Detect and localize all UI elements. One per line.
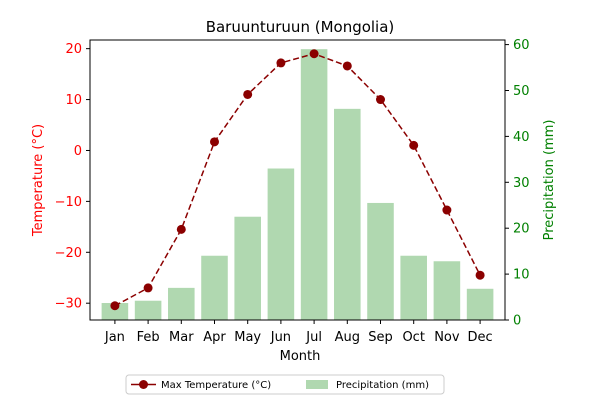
precipitation-bar-feb: [134, 300, 162, 320]
temperature-point-oct: [409, 140, 419, 150]
right-tick-label: 40: [513, 130, 530, 145]
precipitation-bar-dec: [466, 288, 494, 320]
temperature-line: [110, 49, 485, 311]
precipitation-bar-nov: [433, 261, 461, 320]
plot-frame: [89, 39, 506, 321]
x-tick-label-may: May: [234, 330, 261, 345]
right-tick-label: 50: [513, 84, 530, 99]
right-tick-label: 20: [513, 222, 530, 237]
precipitation-bar-jun: [267, 168, 295, 320]
right-axis: 0 10 20 30 40 50 60: [505, 38, 530, 329]
left-tick-label: 20: [65, 42, 82, 57]
temperature-point-sep: [376, 95, 385, 105]
left-tick-label: −10: [55, 195, 82, 210]
legend-label-precipitation: Precipitation (mm): [336, 380, 429, 391]
precipitation-bar-apr: [201, 255, 228, 320]
temperature-point-mar: [176, 224, 186, 234]
legend-marker-swatch: [139, 380, 148, 389]
x-tick-label-feb: Feb: [137, 330, 160, 345]
x-tick-label-jun: Jun: [270, 330, 291, 345]
x-tick-label-jan: Jan: [104, 330, 125, 345]
precipitation-bar-oct: [400, 255, 427, 320]
x-tick-label-sep: Sep: [368, 330, 393, 345]
x-tick-label-aug: Aug: [335, 330, 360, 345]
precipitation-bar-mar: [168, 287, 195, 320]
temperature-point-jul: [309, 49, 319, 59]
chart-title: Baruunturuun (Mongolia): [206, 18, 395, 36]
temperature-point-jun: [276, 58, 286, 68]
left-axis: −30 −20 −10 0 10 20: [55, 42, 90, 312]
left-tick-label: 10: [65, 93, 82, 108]
temperature-point-dec: [475, 270, 485, 280]
left-axis-label: Temperature (°C): [31, 124, 46, 237]
left-tick-label: −20: [55, 246, 82, 261]
x-axis: Jan Feb Mar Apr May Jun Jul Aug Sep Oct Nov Dec: [104, 320, 493, 345]
legend-label-temperature: Max Temperature (°C): [161, 380, 271, 391]
left-tick-label: −30: [55, 297, 82, 312]
right-tick-label: 60: [513, 38, 530, 53]
temperature-line-path: [114, 52, 481, 307]
temperature-point-feb: [143, 283, 153, 293]
temperature-point-nov: [442, 205, 452, 215]
x-tick-label-oct: Oct: [402, 330, 424, 345]
temperature-point-may: [243, 89, 253, 99]
legend-frame: [125, 374, 445, 395]
x-tick-label-mar: Mar: [169, 330, 194, 345]
right-tick-label: 0: [513, 314, 521, 329]
precipitation-bar-jan: [101, 303, 129, 320]
precipitation-bars: [101, 49, 494, 321]
x-tick-label-nov: Nov: [434, 330, 460, 345]
x-axis-label: Month: [280, 349, 321, 364]
precipitation-bar-aug: [334, 108, 361, 320]
temperature-point-jan: [110, 301, 120, 311]
right-tick-label: 10: [513, 268, 530, 283]
right-axis-label: Precipitation (mm): [542, 120, 557, 241]
temperature-point-apr: [210, 137, 219, 147]
temperature-point-aug: [342, 61, 352, 71]
x-tick-label-apr: Apr: [203, 330, 226, 345]
precipitation-bar-may: [234, 216, 261, 320]
x-tick-label-dec: Dec: [468, 330, 493, 345]
precipitation-bar-sep: [367, 202, 394, 320]
precipitation-bar-jul: [300, 49, 328, 321]
x-tick-label-jul: Jul: [305, 330, 322, 345]
right-tick-label: 30: [513, 176, 530, 191]
left-tick-label: 0: [74, 144, 82, 159]
legend-bar-swatch: [306, 380, 328, 389]
legend: Max Temperature (°C) Precipitation (mm): [125, 374, 445, 395]
